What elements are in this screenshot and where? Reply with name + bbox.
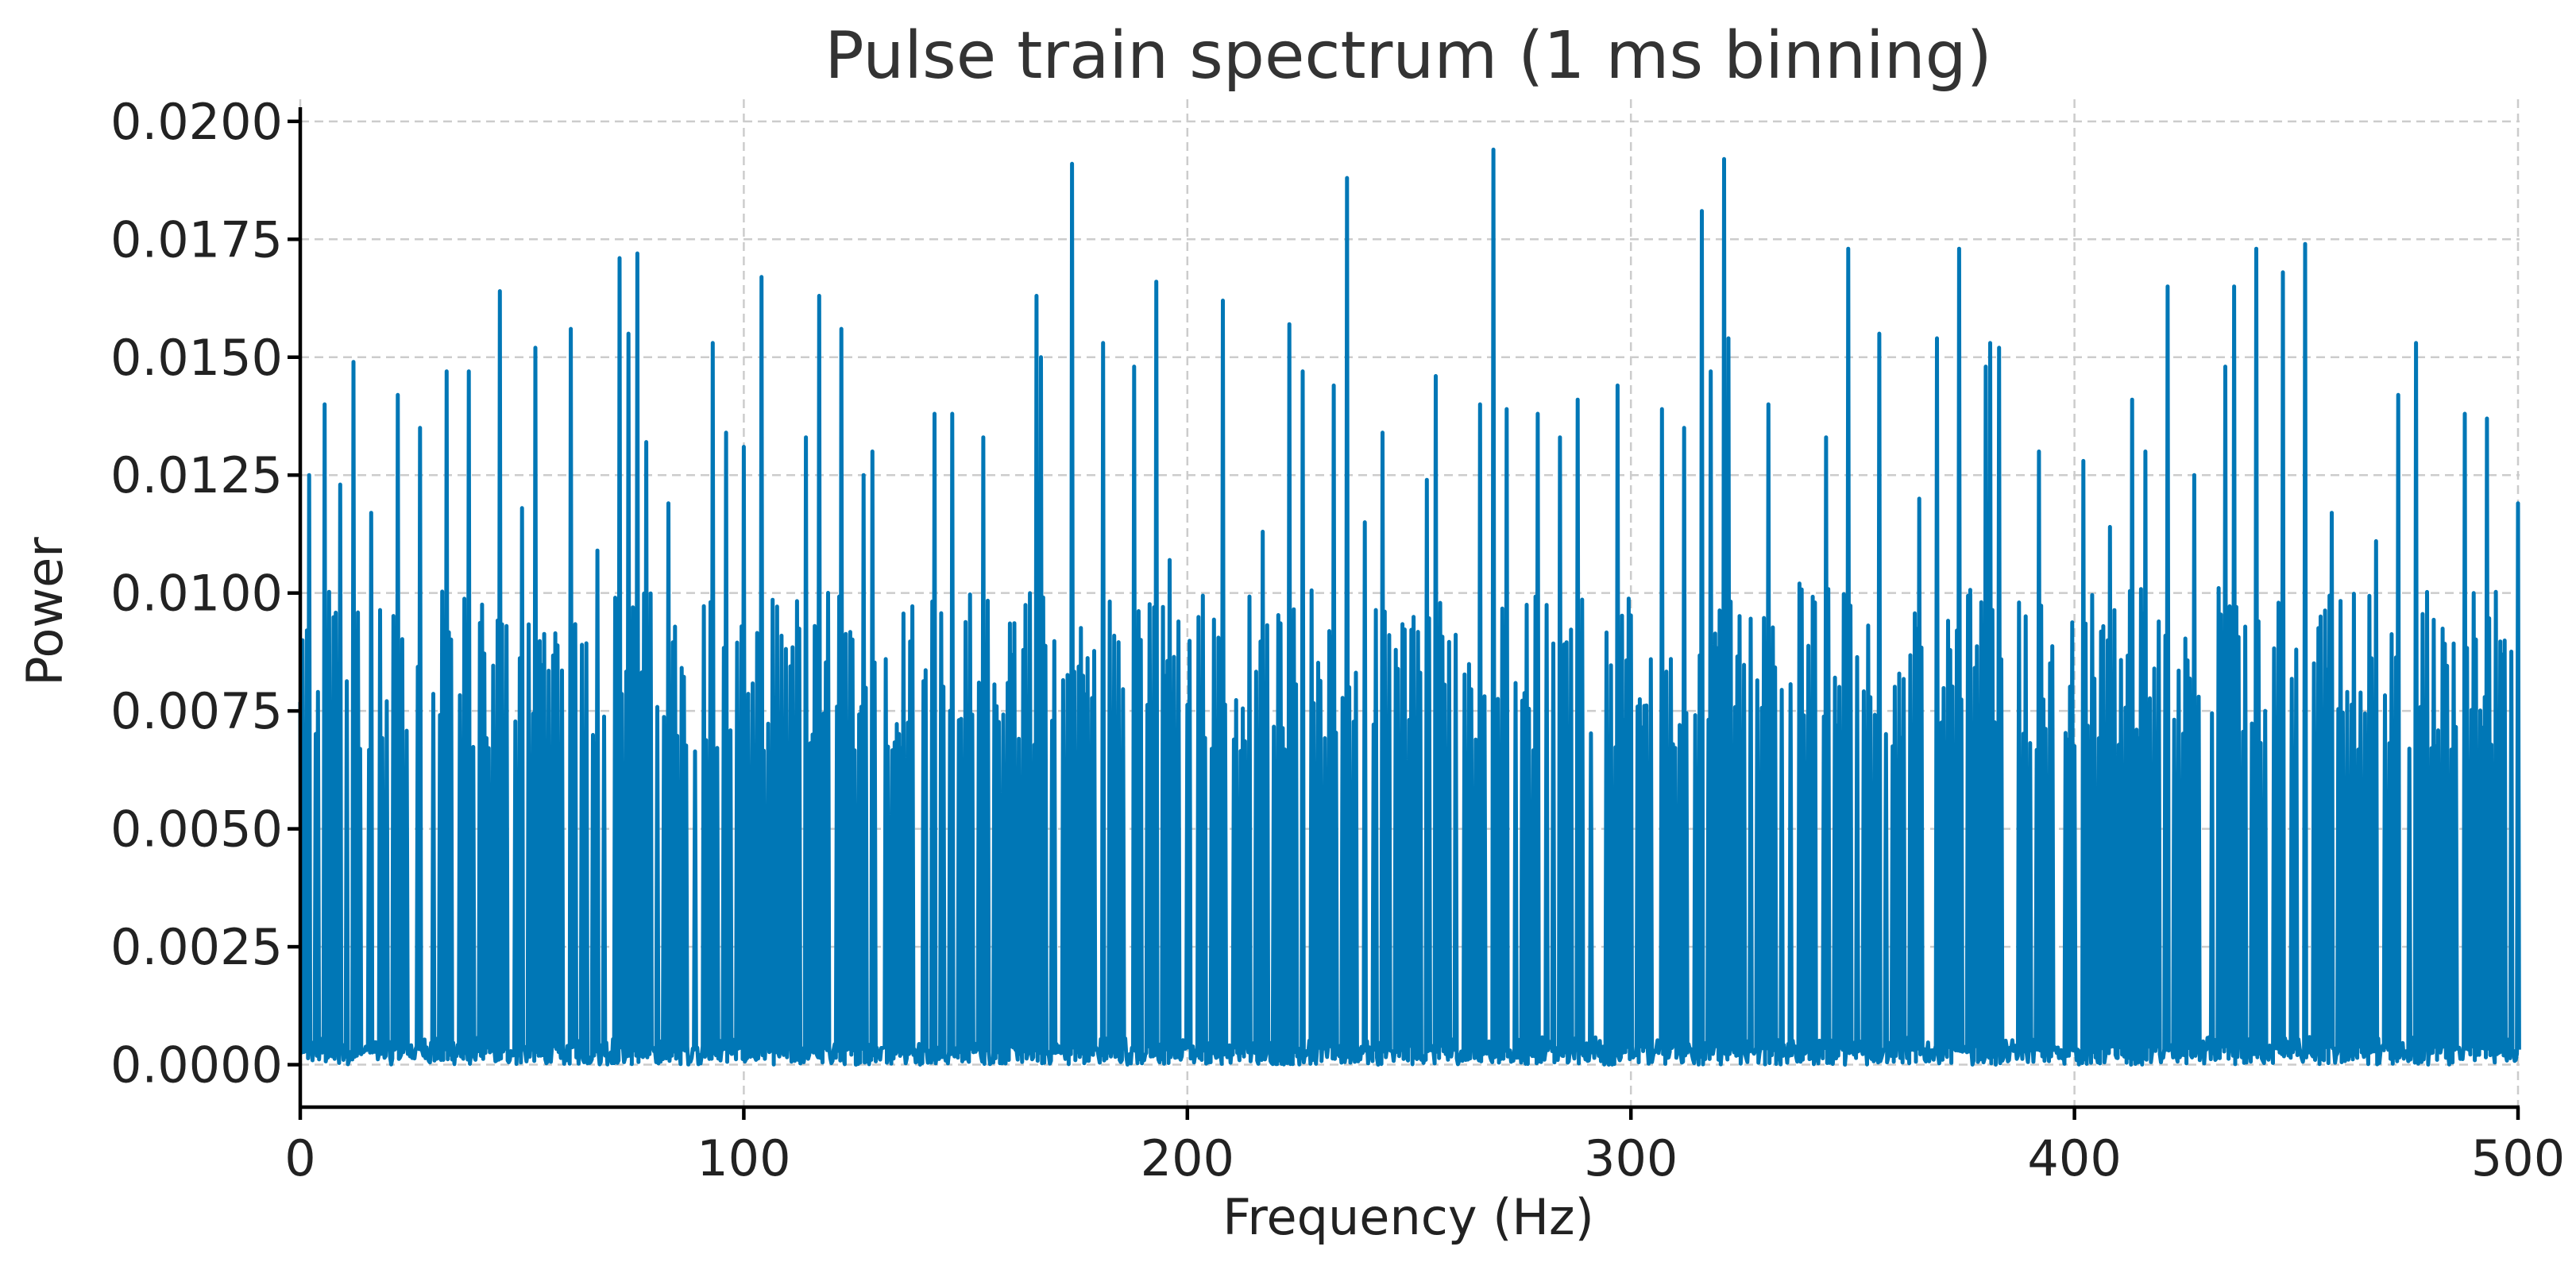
spectrum-line	[298, 147, 2521, 1067]
axes-layer	[298, 107, 2520, 1110]
y-tick-label: 0.0075	[110, 682, 283, 740]
y-tick-label: 0.0025	[110, 918, 283, 976]
x-axis-label: Frequency (Hz)	[1222, 1188, 1594, 1246]
y-tick-label: 0.0000	[110, 1036, 283, 1094]
x-tick-label: 100	[697, 1129, 790, 1187]
y-tick-label: 0.0100	[110, 565, 283, 623]
x-tick-label: 0	[284, 1129, 315, 1187]
y-tick-label: 0.0050	[110, 801, 283, 859]
x-tick-label: 300	[1584, 1129, 1678, 1187]
y-tick-label: 0.0125	[110, 446, 283, 504]
y-tick-label: 0.0150	[110, 329, 283, 387]
x-tick-label: 400	[2027, 1129, 2121, 1187]
chart-title: Pulse train spectrum (1 ms binning)	[825, 18, 1991, 94]
x-tick-label: 500	[2471, 1129, 2565, 1187]
y-tick-label: 0.0200	[110, 93, 283, 151]
x-tick-label: 200	[1141, 1129, 1234, 1187]
y-axis-label: Power	[16, 537, 74, 686]
y-tick-label: 0.0175	[110, 210, 283, 268]
spectrum-series	[298, 147, 2521, 1067]
ticks-layer: 0 100 200 300 400 500 0.0000 0.0025 0.0050 0.0075…	[110, 93, 2565, 1187]
